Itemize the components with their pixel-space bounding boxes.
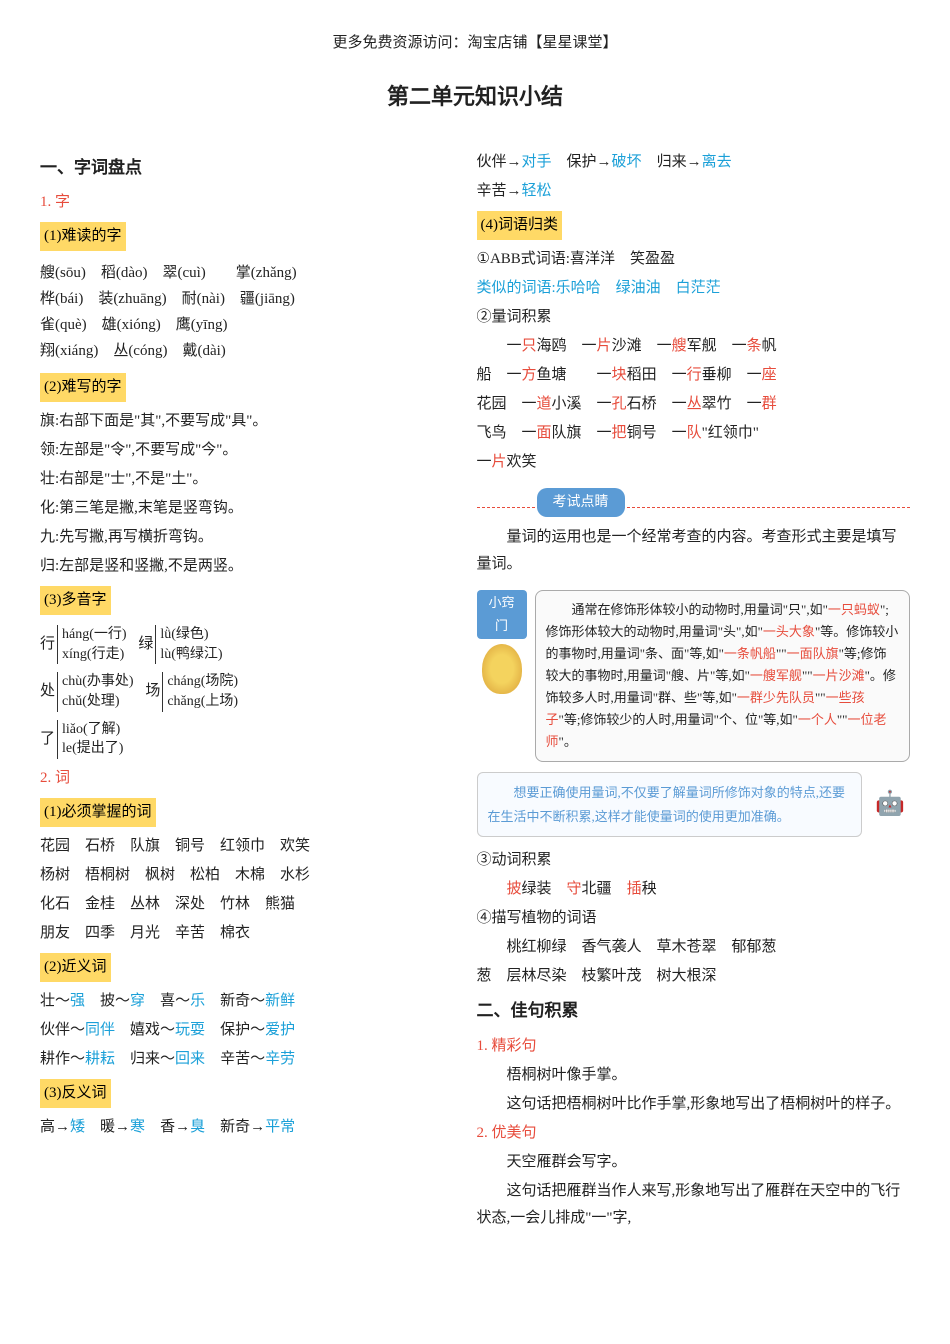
measure-word-line: 花园 一道小溪 一孔石桥 一丛翠竹 一群	[477, 391, 911, 418]
must-words-line: 花园 石桥 队旗 铜号 红领巾 欢笑	[40, 833, 457, 860]
hard-read-list: 艘(sōu) 稻(dào) 翠(cuì) 掌(zhǎng) 桦(bái) 装(z…	[40, 261, 457, 363]
robot-icon: 🤖	[870, 783, 910, 826]
tip2-text: 想要正确使用量词,不仅要了解量词所修饰对象的特点,还要在生活中不断积累,这样才能…	[477, 772, 863, 837]
measure-word-line: 飞鸟 一面队旗 一把铜号 一队"红领巾"	[477, 420, 911, 447]
page-header: 更多免费资源访问：淘宝店铺【星星课堂】	[40, 30, 910, 57]
sub-hard-write: (2)难写的字	[40, 373, 126, 402]
hard-write-line: 九:先写撇,再写横折弯钩。	[40, 524, 457, 551]
hard-write-line: 归:左部是竖和竖撇,不是两竖。	[40, 553, 457, 580]
hard-write-line: 化:第三笔是撇,末笔是竖弯钩。	[40, 495, 457, 522]
measure-word-line: 一只海鸥 一片沙滩 一艘军舰 一条帆	[477, 333, 911, 360]
tip-bubble-text: 通常在修饰形体较小的动物时,用量词"只",如"一只蚂蚁";修饰形体较大的动物时,…	[535, 590, 911, 763]
poly-item: háng(一行)	[62, 625, 127, 645]
hard-read-line: 雀(què) 雄(xióng) 鹰(yīng)	[40, 313, 457, 337]
measure-word-line: 一片欢笑	[477, 449, 911, 476]
antonym-line: 伙伴→对手 保护→破坏 归来→离去	[477, 149, 911, 176]
sentence-explain: 这句话把雁群当作人来写,形象地写出了雁群在天空中的飞行状态,一会儿排成"一"字,	[477, 1178, 911, 1232]
plant-line: 葱 层林尽染 枝繁叶茂 树大根深	[477, 963, 911, 990]
sub-hard-read: (1)难读的字	[40, 222, 126, 251]
sub-antonym: (3)反义词	[40, 1079, 111, 1108]
poly-item: xíng(行走)	[62, 645, 127, 665]
abb-similar: 类似的词语:乐哈哈 绿油油 白茫茫	[477, 275, 911, 302]
antonym-line: 辛苦→轻松	[477, 178, 911, 205]
plant-line: 桃红柳绿 香气袭人 草木苍翠 郁郁葱	[477, 934, 911, 961]
sentence-explain: 这句话把梧桐树叶比作手掌,形象地写出了梧桐树叶的样子。	[477, 1091, 911, 1118]
sub-2-1: 1. 精彩句	[477, 1033, 911, 1060]
sub-polyphone: (3)多音字	[40, 586, 111, 615]
sub-word-category: (4)词语归类	[477, 211, 563, 240]
must-words-list: 花园 石桥 队旗 铜号 红领巾 欢笑 杨树 梧桐树 枫树 松柏 木棉 水杉 化石…	[40, 833, 457, 947]
poly-item: chǎng(上场)	[167, 692, 238, 712]
sub-2-ci: 2. 词	[40, 765, 457, 792]
section-1-heading: 一、字词盘点	[40, 153, 457, 184]
poly-item: lù(鸭绿江)	[160, 645, 222, 665]
right-column: 伙伴→对手 保护→破坏 归来→离去 辛苦→轻松 (4)词语归类 ①ABB式词语:…	[477, 147, 911, 1234]
tip-box-1: 小窍门 通常在修饰形体较小的动物时,用量词"只",如"一只蚂蚁";修饰形体较大的…	[477, 590, 911, 763]
sentence: 梧桐树叶像手掌。	[477, 1062, 911, 1089]
hard-write-line: 旗:右部下面是"其",不要写成"具"。	[40, 408, 457, 435]
poly-item: liǎo(了解)	[62, 720, 123, 740]
poly-item: chǔ(处理)	[62, 692, 134, 712]
sub-synonym: (2)近义词	[40, 953, 111, 982]
polyphone-block: 行háng(一行)xíng(行走) 绿lǜ(绿色)lù(鸭绿江) 处chù(办事…	[40, 621, 457, 763]
exam-tip-box: 考试点睛 量词的运用也是一个经常考查的内容。考查形式主要是填写量词。	[477, 488, 911, 578]
tip-label: 小窍门	[477, 590, 527, 639]
synonym-line: 耕作～耕耘 归来～回来 辛苦～辛劳	[40, 1046, 457, 1073]
sub-must-words: (1)必须掌握的词	[40, 798, 156, 827]
two-column-layout: 一、字词盘点 1. 字 (1)难读的字 艘(sōu) 稻(dào) 翠(cuì)…	[40, 147, 910, 1234]
hard-write-line: 领:左部是"令",不要写成"今"。	[40, 437, 457, 464]
exam-label: 考试点睛	[537, 488, 625, 517]
antonym-line: 高→矮 暖→寒 香→臭 新奇→平常	[40, 1114, 457, 1141]
sub-1-zi: 1. 字	[40, 189, 457, 216]
must-words-line: 杨树 梧桐树 枫树 松柏 木棉 水杉	[40, 862, 457, 889]
poly-item: le(提出了)	[62, 739, 123, 759]
exam-text: 量词的运用也是一个经常考查的内容。考查形式主要是填写量词。	[477, 524, 911, 578]
synonym-line: 壮～强 披～穿 喜～乐 新奇～新鲜	[40, 988, 457, 1015]
sentence: 天空雁群会写字。	[477, 1149, 911, 1176]
hard-write-list: 旗:右部下面是"其",不要写成"具"。 领:左部是"令",不要写成"今"。 壮:…	[40, 408, 457, 580]
hard-read-line: 桦(bái) 装(zhuāng) 耐(nài) 疆(jiāng)	[40, 287, 457, 311]
synonym-line: 伙伴～同伴 嬉戏～玩耍 保护～爱护	[40, 1017, 457, 1044]
measure-word-heading: ②量词积累	[477, 304, 911, 331]
must-words-line: 化石 金桂 丛林 深处 竹林 熊猫	[40, 891, 457, 918]
measure-word-list: 一只海鸥 一片沙滩 一艘军舰 一条帆船 一方鱼塘 一块稻田 一行垂柳 一座花园 …	[477, 333, 911, 476]
abb-line: ①ABB式词语:喜洋洋 笑盈盈	[477, 246, 911, 273]
hard-read-line: 翔(xiáng) 丛(cóng) 戴(dài)	[40, 339, 457, 363]
verb-heading: ③动词积累	[477, 847, 911, 874]
hard-write-line: 壮:右部是"士",不是"土"。	[40, 466, 457, 493]
measure-word-line: 船 一方鱼塘 一块稻田 一行垂柳 一座	[477, 362, 911, 389]
poly-item: cháng(场院)	[167, 672, 238, 692]
verb-line: 披绿装 守北疆 插秧	[477, 876, 911, 903]
must-words-line: 朋友 四季 月光 辛苦 棉衣	[40, 920, 457, 947]
unit-title: 第二单元知识小结	[40, 77, 910, 117]
mascot-icon	[482, 644, 522, 694]
tip-box-2: 想要正确使用量词,不仅要了解量词所修饰对象的特点,还要在生活中不断积累,这样才能…	[477, 772, 911, 837]
sub-2-2: 2. 优美句	[477, 1120, 911, 1147]
poly-item: chù(办事处)	[62, 672, 134, 692]
hard-read-line: 艘(sōu) 稻(dào) 翠(cuì) 掌(zhǎng)	[40, 261, 457, 285]
poly-item: lǜ(绿色)	[160, 625, 222, 645]
left-column: 一、字词盘点 1. 字 (1)难读的字 艘(sōu) 稻(dào) 翠(cuì)…	[40, 147, 457, 1234]
plant-heading: ④描写植物的词语	[477, 905, 911, 932]
section-2-heading: 二、佳句积累	[477, 996, 911, 1027]
